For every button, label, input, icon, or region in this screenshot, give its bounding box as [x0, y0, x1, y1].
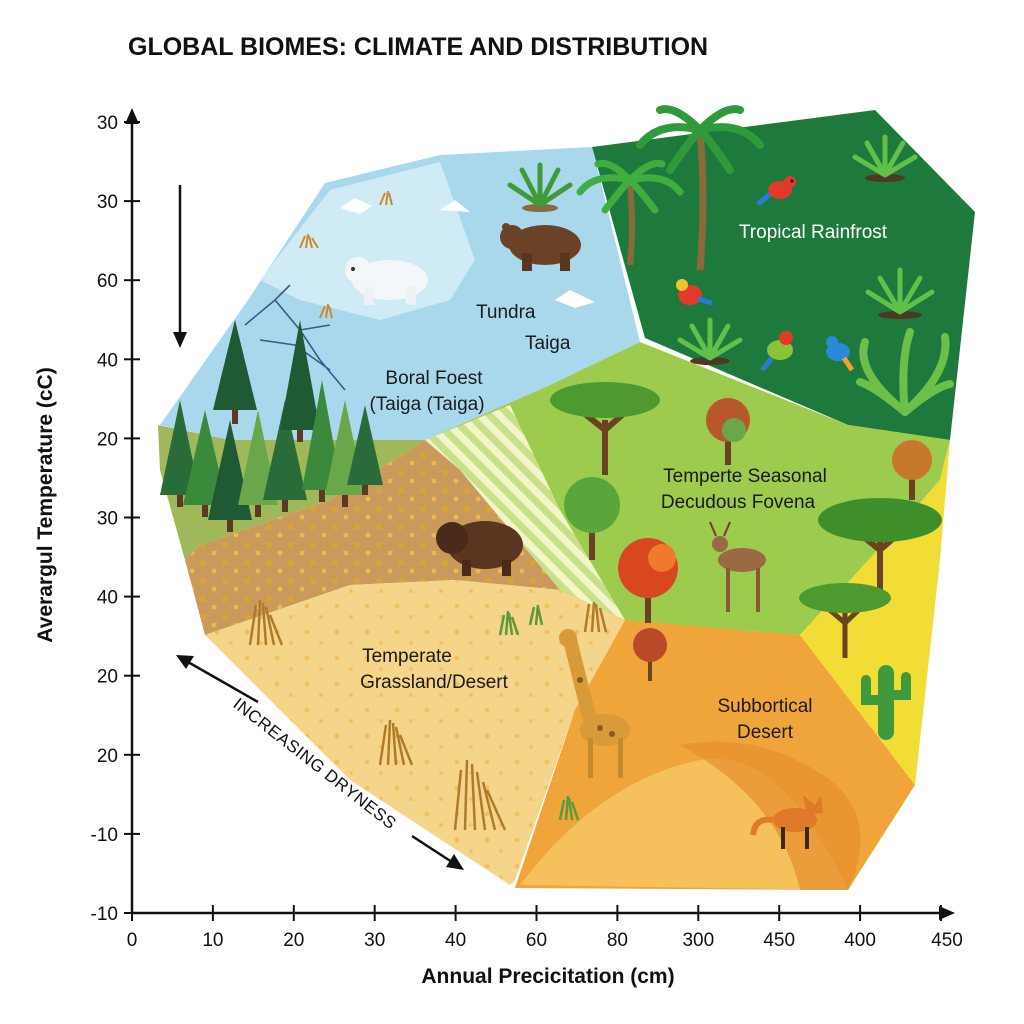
region-transition-stripes — [425, 405, 625, 620]
autumn-tree-icon — [633, 628, 667, 681]
y-axis-arrow-icon — [125, 108, 139, 124]
acacia-tree-icon — [818, 498, 942, 595]
y-tick-label: 40 — [97, 350, 118, 371]
x-tick-label: 10 — [202, 930, 223, 951]
y-tick-label: 20 — [97, 667, 118, 688]
x-axis-ticks: 0 10 20 30 40 60 80 300 450 400 450 — [127, 905, 963, 951]
y-tick-label: 20 — [97, 429, 118, 450]
parrot-icon — [760, 331, 793, 372]
fox-icon — [750, 795, 823, 849]
label-boreal: Boral Foest — [385, 368, 483, 389]
y-tick-label: 60 — [97, 271, 118, 292]
grass-tuft-icon — [498, 604, 580, 821]
x-tick-label: 40 — [445, 930, 466, 951]
label-subtropical: Subbortical — [717, 696, 812, 717]
label-tundra: Tundra — [476, 302, 536, 323]
ice-chunk-icon — [440, 200, 470, 212]
acacia-tree-icon — [799, 583, 891, 658]
biome-regions — [158, 110, 975, 890]
parrot-icon — [676, 279, 713, 306]
y-tick-label: -10 — [91, 904, 118, 925]
y-tick-label: -10 — [91, 825, 118, 846]
fern-icon — [507, 162, 573, 212]
illustrations — [160, 105, 954, 849]
banana-plant-icon — [856, 328, 954, 416]
x-tick-label: 300 — [682, 930, 714, 951]
label-subtropical-sub: Desert — [737, 722, 794, 743]
region-labels: Tundra Taiga Boral Foest (Taiga (Taiga) … — [360, 222, 888, 743]
parrot-icon — [756, 176, 796, 206]
x-axis-label: Annual Precicitation (cm) — [421, 965, 674, 988]
pine-tree-icon — [213, 320, 257, 424]
bison-icon — [436, 521, 523, 576]
polar-bear-icon — [345, 257, 428, 305]
x-tick-label: 80 — [607, 930, 628, 951]
x-tick-label: 20 — [283, 930, 304, 951]
label-deciduous-sub: Decudous Fovena — [661, 492, 816, 513]
x-axis-arrow-icon — [939, 906, 955, 920]
autumn-tree-icon — [706, 398, 750, 465]
palm-tree-icon — [636, 105, 764, 271]
sand-dune-shadow — [680, 741, 861, 890]
region-rainforest — [592, 110, 975, 440]
y-tick-label: 30 — [97, 509, 118, 530]
cactus-icon — [861, 665, 911, 740]
label-tundra-sub: Taiga — [525, 333, 571, 354]
deciduous-tree-icon — [564, 477, 620, 560]
pine-forest — [160, 320, 383, 532]
pine-tree-icon — [263, 400, 307, 512]
label-boreal-sub: (Taiga (Taiga) — [369, 394, 484, 415]
palm-tree-icon — [576, 159, 684, 266]
x-tick-label: 400 — [844, 930, 876, 951]
deer-icon — [709, 521, 766, 612]
x-tick-label: 60 — [526, 930, 547, 951]
y-axis-ticks: 30 30 60 40 20 30 40 20 20 -10 -10 — [91, 113, 140, 925]
parrot-icon — [826, 336, 855, 372]
x-tick-label: 450 — [931, 930, 963, 951]
giraffe-icon — [559, 629, 630, 778]
label-deciduous: Temperte Seasonal — [663, 466, 827, 487]
fern-icon — [865, 267, 935, 319]
fern-icon — [852, 134, 918, 182]
y-tick-label: 20 — [97, 746, 118, 767]
x-tick-label: 0 — [127, 930, 138, 951]
label-rainforest: Tropical Rainfrost — [739, 222, 888, 243]
fern-icon — [677, 317, 743, 365]
pine-tree-icon — [160, 400, 200, 507]
grass-tuft-icon — [299, 190, 393, 319]
dryness-arrow-icon — [176, 655, 464, 870]
brown-bear-icon — [500, 223, 581, 271]
ice-chunk-icon — [555, 290, 595, 308]
region-grassland-dots — [205, 580, 625, 885]
grass-tuft-icon — [248, 599, 608, 831]
autumn-tree-icon — [892, 440, 932, 500]
y-tick-label: 30 — [97, 113, 118, 134]
y-axis-label: Averargul Temperature (cC) — [34, 367, 57, 642]
label-grassland-sub: Grassland/Desert — [360, 672, 509, 693]
x-tick-label: 450 — [763, 930, 795, 951]
y-tick-label: 30 — [97, 192, 118, 213]
pine-tree-icon — [280, 320, 320, 442]
down-arrow-icon — [173, 185, 187, 348]
acacia-tree-icon — [550, 382, 660, 475]
pine-tree-icon — [347, 405, 383, 495]
autumn-tree-icon — [618, 538, 678, 623]
ice-crack-icon — [244, 284, 346, 391]
pine-tree-icon — [183, 410, 227, 517]
diagram-title: GLOBAL BIOMES: CLIMATE AND DISTRIBUTION — [128, 33, 708, 61]
label-grassland: Temperate — [362, 646, 452, 667]
x-tick-label: 30 — [364, 930, 385, 951]
y-tick-label: 40 — [97, 588, 118, 609]
region-savanna-dots — [185, 440, 560, 635]
ice-chunk-icon — [340, 198, 372, 214]
